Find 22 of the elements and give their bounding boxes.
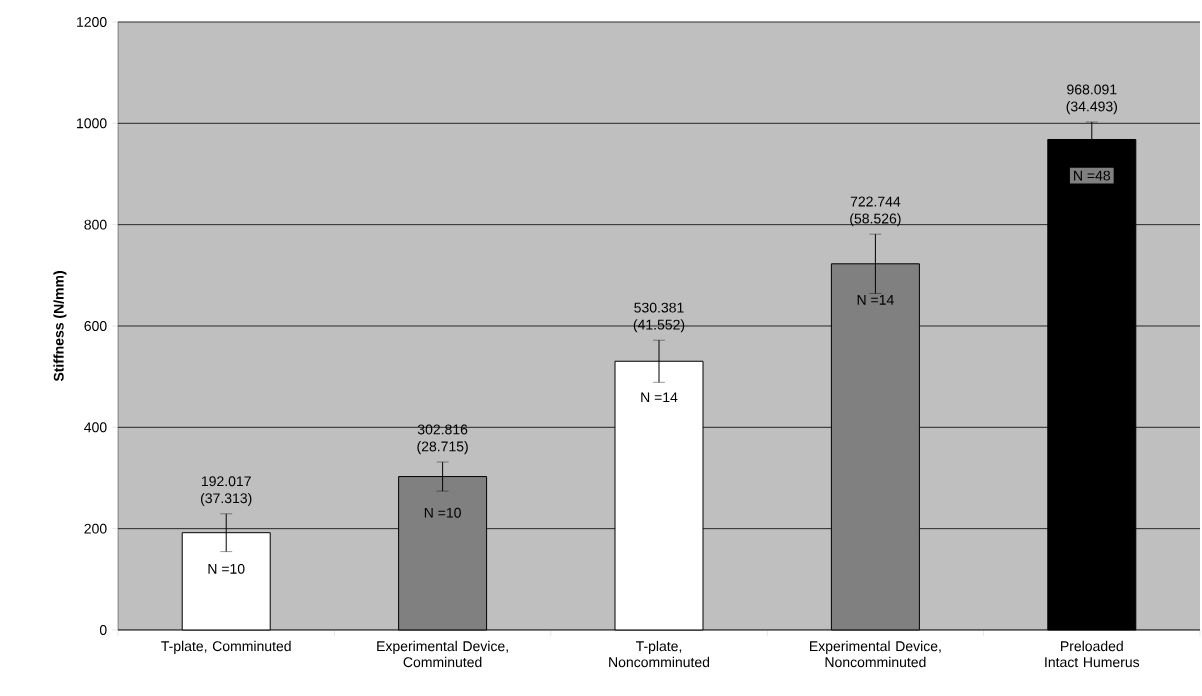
annotation: N =10 [424,507,461,518]
x-tick-label: T-plate, Noncomminuted [609,640,710,668]
y-tick-label: 400 [84,422,107,433]
data-label: 530.381 (41.552) [633,302,685,333]
y-tick-label: 1000 [77,118,107,129]
y-tick-label: 0 [99,625,107,635]
annotation: N =48 [1074,170,1111,181]
x-tick-label: Experimental Device, Comminuted [377,640,508,668]
annotation: N =14 [641,392,678,403]
x-tick-label: T-plate, Comminuted [161,640,291,654]
annotation: N =14 [857,295,894,305]
x-tick-label: Preloaded Intact Humerus [1045,640,1140,668]
y-axis-title: Stiffness (N/mm) [53,271,67,382]
data-label: 192.017 (37.313) [201,476,252,506]
y-tick-label: 800 [84,219,107,230]
data-label: 968.091 (34.493) [1066,84,1117,115]
annotation: N =10 [208,563,245,574]
y-tick-label: 600 [84,321,107,331]
y-tick-label: 1200 [77,17,107,27]
x-tick-label: Experimental Device, Noncomminuted [810,640,941,668]
y-tick-label: 200 [84,523,107,534]
data-label: 722.744 (58.526) [850,196,901,227]
